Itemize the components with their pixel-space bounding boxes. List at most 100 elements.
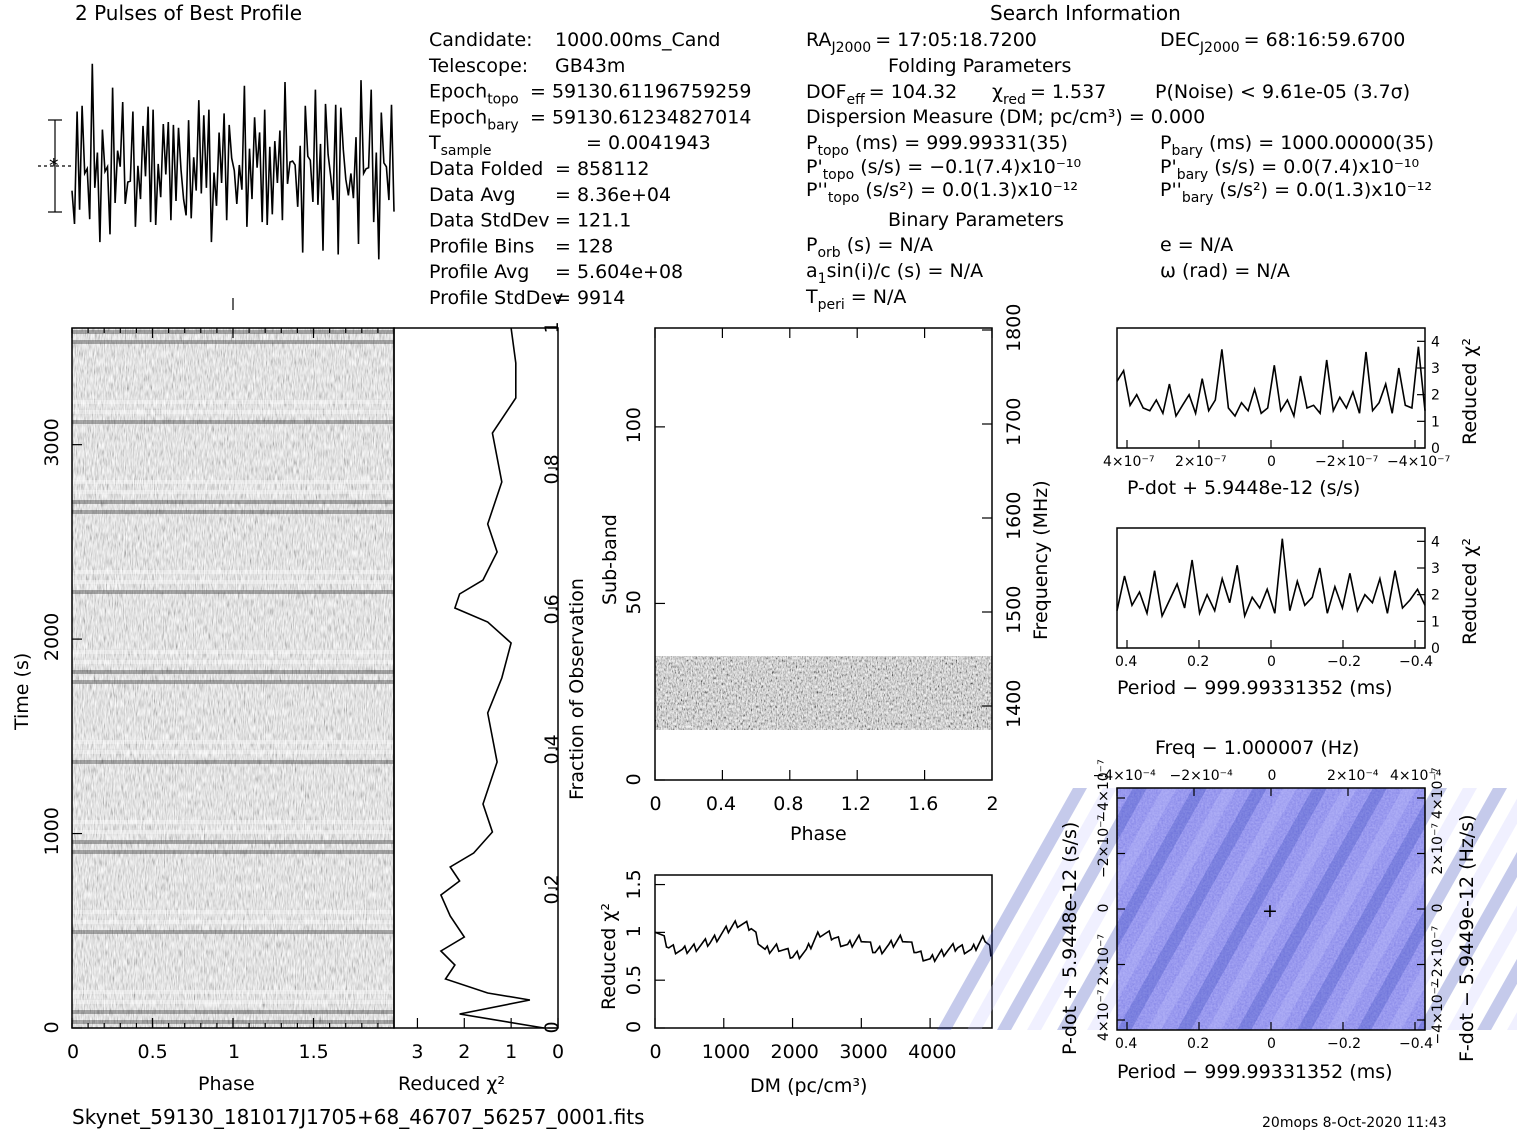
ppdot-xlabel: Period − 999.99331352 (ms)	[1117, 1061, 1393, 1083]
chi-fraction-frame	[393, 327, 559, 1029]
ppdot-stripe	[1387, 798, 1517, 1030]
chi-fraction-ticks: 3 2 1 0 0 0.2 0.4 0.6 0.8 1	[411, 321, 564, 1063]
x-tick-label: 3000	[839, 1041, 887, 1063]
ppdot-panel: Freq − 1.000007 (Hz) + 0.4 0.2 0 −0.2 −0.4−4…	[937, 737, 1517, 1083]
y-tick-label: 3000	[41, 418, 63, 466]
y-tick-label: 1	[1431, 414, 1440, 430]
y-tick-label: 4×10⁻⁷	[1096, 990, 1112, 1041]
info-label: Telescope:	[428, 55, 528, 77]
dm-curve-line	[654, 919, 992, 964]
pdtopo-line: P'topo (s/s) = −0.1(7.4)x10⁻¹⁰	[806, 156, 1081, 183]
time-phase-image	[72, 328, 394, 1028]
ppdot-ylabel: P-dot + 5.9448e-12 (s/s)	[1059, 822, 1081, 1055]
info-value: GB43m	[555, 55, 625, 77]
y-tick-label: 1000	[41, 807, 63, 855]
asini-line: a1sin(i)/c (s) = N/A	[806, 260, 983, 287]
x-tick-label: 0.4	[1115, 1036, 1137, 1052]
band	[72, 750, 394, 754]
y-tick-label: 0	[541, 1021, 563, 1033]
info-label: Epochtopo	[429, 81, 519, 108]
right-tick-label: −4×10⁻⁷	[1430, 981, 1446, 1044]
y-tick-label: −2×10⁻⁷	[1096, 815, 1112, 878]
time-phase-ticks: 0 0.5 1 1.5 0 1000 2000 3000	[41, 328, 379, 1063]
band	[72, 480, 394, 484]
y-tick-label: 0	[41, 1021, 63, 1033]
y-tick-label: 1	[1431, 614, 1440, 630]
band	[72, 820, 394, 824]
x-tick-label: 2	[458, 1041, 470, 1063]
ppdot-stripe	[1177, 788, 1327, 1030]
info-value: = 8.36e+04	[555, 184, 671, 206]
dm-line: Dispersion Measure (DM; pc/cm³) = 0.000	[806, 106, 1205, 128]
period-xlabel: Period − 999.99331352 (ms)	[1117, 677, 1393, 699]
ppdot-stripe	[1207, 788, 1357, 1030]
info-value: 1000.00ms_Cand	[555, 29, 721, 51]
y-tick-label: 1	[623, 925, 645, 937]
y-tick-label: 0.8	[541, 454, 563, 484]
x-tick-label: −2×10⁻⁷	[1315, 454, 1378, 470]
x-tick-label: 0	[650, 793, 662, 815]
y-tick-label: 0	[1431, 441, 1440, 457]
ppdot-stripes	[937, 788, 1517, 1030]
band	[72, 1000, 394, 1004]
band	[72, 400, 394, 404]
x-tick-label: 1000	[702, 1041, 750, 1063]
info-label: Data Folded	[429, 158, 543, 180]
top-tick-label: −2×10⁻⁴	[1170, 768, 1234, 784]
top-tick-label: 2×10⁻⁴	[1327, 768, 1379, 784]
x-tick-label: 2×10⁻⁷	[1175, 454, 1226, 470]
x-tick-label: 1	[228, 1041, 240, 1063]
pddtopo-line: P''topo (s/s²) = 0.0(1.3)x10⁻¹²	[806, 179, 1078, 206]
ppdot-stripe	[1147, 788, 1297, 1030]
top-tick-label: 4×10⁻⁴	[1390, 768, 1442, 784]
band	[72, 680, 394, 684]
y-tick-label: 0	[623, 1021, 645, 1033]
dm-xlabel: DM (pc/cm³)	[750, 1075, 867, 1097]
band	[72, 650, 394, 654]
band	[72, 570, 394, 574]
x-tick-label: 4000	[908, 1041, 956, 1063]
period-ylabel: Reduced χ²	[1459, 538, 1481, 645]
x-tick-label: 1.5	[299, 1041, 329, 1063]
ppdot-stripe	[1327, 788, 1477, 1030]
y-tick-label: 2	[1431, 388, 1440, 404]
dof-line: DOFeff = 104.32	[806, 81, 957, 108]
subband-panel: 0 0.4 0.8 1.2 1.6 2 0 50 100 1400 1500 1600 1700 1800…	[599, 304, 1052, 845]
y-tick-label: 0.4	[541, 734, 563, 764]
dm-ylabel: Reduced χ²	[598, 903, 620, 1010]
pbary-line: Pbary (ms) = 1000.00000(35)	[1160, 132, 1434, 159]
band	[72, 760, 394, 764]
info-value: = 9914	[555, 287, 625, 309]
x-tick-label: 0.2	[1187, 654, 1209, 670]
x-tick-label: 0	[552, 1041, 564, 1063]
x-tick-label: 1	[505, 1041, 517, 1063]
ra-line: RAJ2000 = 17:05:18.7200	[806, 29, 1037, 56]
pdot-xlabel: P-dot + 5.9448e-12 (s/s)	[1127, 477, 1360, 499]
x-tick-label: 0.5	[138, 1041, 168, 1063]
time-phase-xlabel: Phase	[198, 1073, 255, 1095]
profile-title: 2 Pulses of Best Profile	[75, 1, 302, 25]
subband-image	[655, 656, 992, 730]
freq-tick-label: 1500	[1003, 586, 1025, 634]
band	[72, 930, 394, 934]
footer-stamp: 20mops 8-Oct-2020 11:43	[1262, 1115, 1447, 1131]
y-tick-label: 0.5	[623, 965, 645, 995]
profile-panel: *	[38, 63, 395, 310]
band	[72, 840, 394, 844]
y-tick-label: 0	[1096, 904, 1112, 913]
ppdot-stripe	[967, 788, 1117, 1030]
freq-tick-label: 1400	[1003, 680, 1025, 728]
dm-frame	[654, 874, 993, 1029]
x-tick-label: 0	[1267, 454, 1276, 470]
ppdot-title: Freq − 1.000007 (Hz)	[1155, 737, 1359, 759]
pddbary-line: P''bary (s/s²) = 0.0(1.3)x10⁻¹²	[1160, 179, 1432, 206]
band	[72, 920, 394, 924]
x-tick-label: 1.2	[841, 793, 871, 815]
ppdot-stripe	[1507, 1012, 1517, 1030]
info-value: = 59130.61234827014	[530, 106, 751, 128]
band	[72, 590, 394, 594]
y-tick-label: 3	[1431, 561, 1440, 577]
y-tick-label: 2×10⁻⁷	[1096, 934, 1112, 985]
y-tick-label: 0.2	[541, 874, 563, 904]
